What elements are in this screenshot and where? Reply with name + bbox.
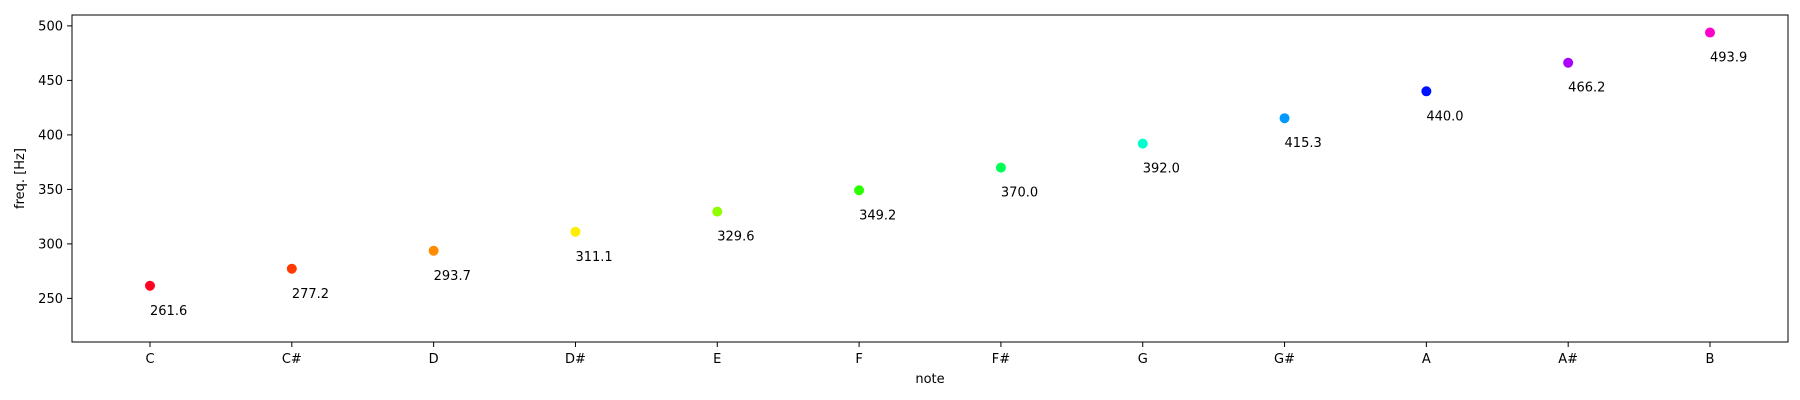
data-label: 370.0	[1001, 186, 1038, 201]
y-tick-label: 250	[38, 292, 63, 307]
y-tick-label: 400	[38, 128, 63, 143]
data-labels: 261.6 277.2 293.7 311.1 329.6 349.2 370.0 392.0…	[150, 51, 1747, 319]
data-label: 392.0	[1143, 162, 1180, 177]
data-point	[1705, 27, 1715, 38]
x-tick-label: A#	[1558, 352, 1578, 367]
x-tick-label: D#	[565, 352, 586, 367]
x-tick-label: F#	[992, 352, 1010, 367]
y-tick-label: 450	[38, 74, 63, 89]
data-point	[428, 245, 439, 256]
data-point	[1137, 138, 1148, 149]
data-label: 311.1	[575, 250, 612, 265]
data-point	[286, 263, 297, 274]
x-axis-ticks: C C# D D# E F F# G G# A A# B	[145, 342, 1714, 367]
data-point	[712, 206, 723, 217]
data-label: 466.2	[1568, 81, 1605, 96]
x-tick-label: G	[1138, 352, 1148, 367]
data-label: 329.6	[717, 230, 754, 245]
y-tick-label: 350	[38, 183, 63, 198]
x-tick-label: B	[1706, 352, 1715, 367]
x-tick-label: D	[429, 352, 439, 367]
x-tick-label: C	[145, 352, 154, 367]
x-axis-label: note	[915, 372, 944, 387]
data-label: 293.7	[434, 269, 471, 284]
y-axis-label: freq. [Hz]	[13, 148, 28, 209]
data-points	[145, 27, 1715, 291]
y-tick-label: 300	[38, 237, 63, 252]
data-label: 277.2	[292, 287, 329, 302]
x-tick-label: A	[1422, 352, 1431, 367]
data-label: 493.9	[1710, 51, 1747, 66]
plot-area-frame	[71, 14, 1789, 343]
data-point	[1563, 57, 1574, 68]
data-label: 415.3	[1285, 136, 1322, 151]
x-tick-label: C#	[282, 352, 302, 367]
data-label: 261.6	[150, 304, 187, 319]
data-label: 440.0	[1426, 109, 1463, 124]
data-point	[1421, 86, 1432, 97]
data-point	[570, 226, 581, 237]
x-tick-label: G#	[1274, 352, 1295, 367]
y-tick-label: 500	[38, 19, 63, 34]
data-point	[854, 185, 865, 196]
x-tick-label: F	[855, 352, 862, 367]
x-tick-label: E	[713, 352, 721, 367]
data-point	[1279, 113, 1290, 124]
data-point	[145, 280, 155, 291]
data-label: 349.2	[859, 208, 896, 223]
y-axis-ticks: 250 300 350 400 450 500	[38, 19, 72, 307]
data-point	[995, 162, 1006, 173]
